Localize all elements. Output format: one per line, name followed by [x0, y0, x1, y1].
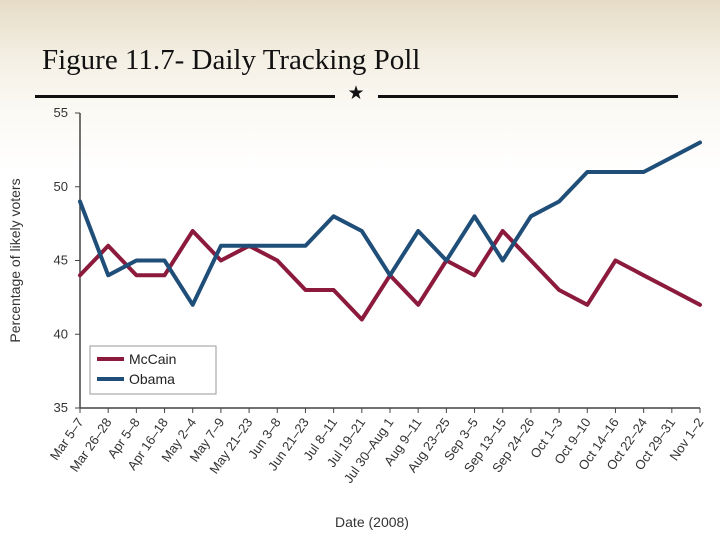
y-tick-label: 35 [54, 400, 68, 415]
legend-box [89, 345, 217, 395]
y-tick-label: 55 [54, 105, 68, 120]
y-tick-label: 40 [54, 326, 68, 341]
legend-label-mccain: McCain [129, 351, 176, 367]
series-line-obama [78, 140, 702, 307]
y-axis-title: Percentage of likely voters [7, 178, 23, 342]
x-axis-title: Date (2008) [335, 514, 409, 530]
y-tick-label: 45 [54, 253, 68, 268]
star-icon: ★ [347, 83, 365, 104]
chart-legend: McCain Obama [89, 345, 217, 395]
legend-label-obama: Obama [129, 371, 175, 387]
chart-series [78, 140, 702, 322]
title-rule-right [378, 95, 678, 98]
slide-title: Figure 11.7- Daily Tracking Poll [42, 44, 421, 76]
title-rule-left [35, 95, 335, 98]
y-tick-label: 50 [54, 179, 68, 194]
